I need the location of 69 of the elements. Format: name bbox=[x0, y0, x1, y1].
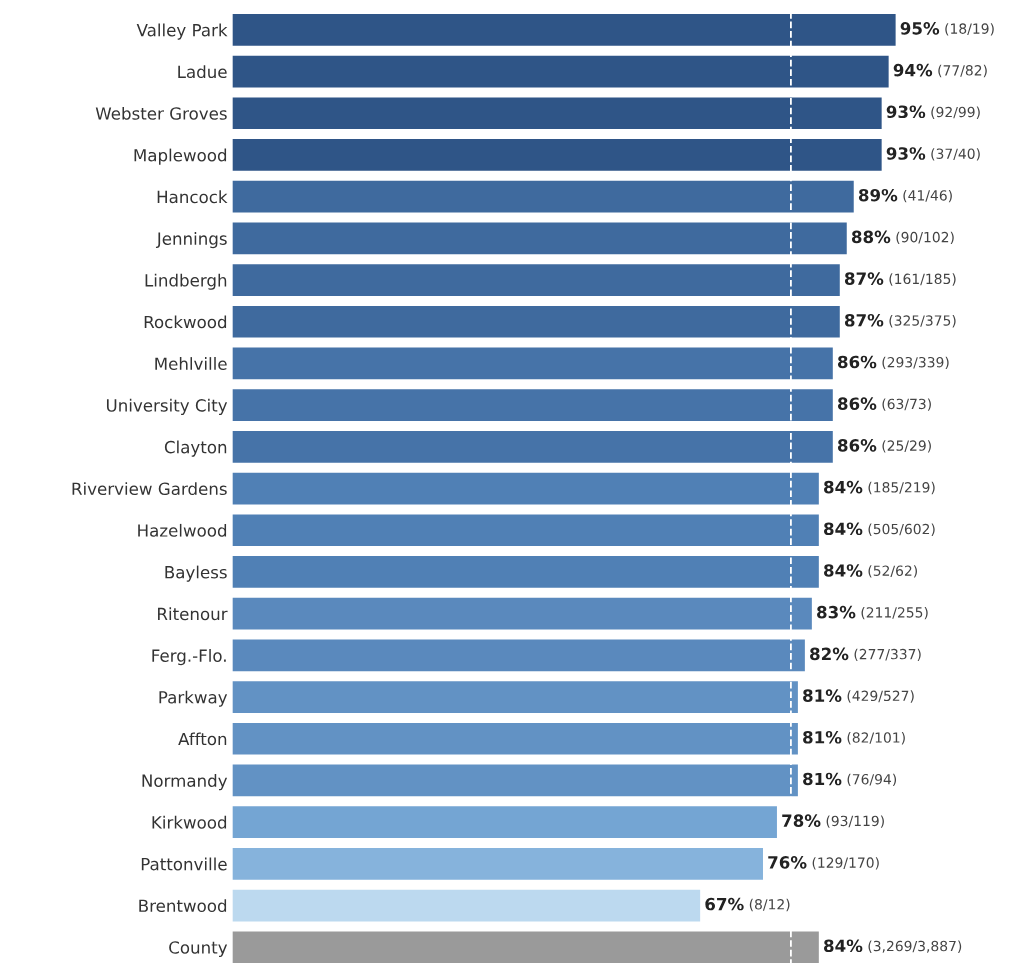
y-tick-label: Ritenour bbox=[158, 607, 228, 621]
y-tick-label: Ferg.-Flo. bbox=[152, 649, 226, 666]
y-tick-label: Webster Groves bbox=[95, 106, 227, 120]
bar bbox=[232, 472, 819, 505]
y-tick-label: Normandy bbox=[142, 774, 228, 791]
bar bbox=[232, 222, 847, 255]
data-label: 76% (129/170) bbox=[768, 856, 879, 870]
data-label: 86% (25/29) bbox=[837, 439, 931, 453]
bar bbox=[232, 597, 812, 630]
y-tick-label: Clayton bbox=[164, 440, 227, 457]
data-label: 67% (8/12) bbox=[705, 897, 790, 912]
bar bbox=[232, 180, 854, 213]
data-label: 84% (505/602) bbox=[824, 522, 935, 536]
bar bbox=[232, 722, 798, 755]
y-tick-label: Pattonville bbox=[141, 857, 227, 871]
data-label: 94% (77/82) bbox=[893, 63, 987, 78]
bar bbox=[232, 389, 833, 421]
bar bbox=[232, 514, 819, 547]
y-tick-label: Mehlville bbox=[155, 357, 227, 371]
data-label: 88% (90/102) bbox=[851, 230, 954, 245]
data-label: 84% (3,269/3,887) bbox=[824, 939, 962, 953]
y-tick-label: Rockwood bbox=[144, 315, 227, 329]
y-tick-label: Valley Park bbox=[136, 23, 228, 40]
data-label: 82% (277/337) bbox=[810, 647, 921, 661]
data-label: 81% (429/527) bbox=[803, 689, 914, 703]
bar bbox=[232, 139, 882, 171]
bar bbox=[232, 97, 882, 130]
data-label: 93% (92/99) bbox=[886, 105, 980, 119]
y-tick-label: Ladue bbox=[178, 65, 227, 79]
y-tick-label: Bayless bbox=[165, 565, 227, 582]
y-tick-label: Jennings bbox=[155, 232, 227, 249]
data-label: 87% (325/375) bbox=[844, 313, 956, 328]
data-label: 81% (76/94) bbox=[803, 772, 897, 787]
bar bbox=[232, 264, 840, 296]
data-label: 84% (185/219) bbox=[824, 480, 935, 495]
y-tick-label: Parkway bbox=[159, 690, 228, 707]
y-tick-label: Lindbergh bbox=[145, 273, 227, 290]
y-tick-label: County bbox=[169, 941, 228, 958]
y-tick-label: Riverview Gardens bbox=[72, 482, 227, 496]
bar bbox=[232, 639, 805, 672]
bar bbox=[232, 806, 777, 838]
data-label: 84% (52/62) bbox=[824, 564, 917, 578]
data-label: 86% (63/73) bbox=[837, 397, 931, 411]
bar bbox=[232, 431, 833, 463]
y-tick-label: Hazelwood bbox=[138, 523, 227, 537]
data-label: 93% (37/40) bbox=[886, 147, 980, 161]
y-tick-label: Kirkwood bbox=[152, 815, 227, 829]
y-tick-label: Brentwood bbox=[139, 899, 227, 913]
bar bbox=[232, 556, 819, 588]
data-label: 81% (82/101) bbox=[803, 730, 905, 745]
data-label: 89% (41/46) bbox=[858, 188, 952, 203]
bar bbox=[232, 889, 701, 922]
y-tick-label: University City bbox=[106, 398, 228, 415]
y-tick-label: Maplewood bbox=[134, 148, 227, 165]
y-tick-label: Affton bbox=[178, 732, 227, 746]
bar bbox=[232, 347, 833, 380]
data-label: 83% (211/255) bbox=[817, 605, 928, 620]
bar bbox=[232, 681, 798, 713]
data-label: 95% (18/19) bbox=[900, 22, 994, 36]
data-label: 87% (161/185) bbox=[844, 272, 956, 286]
data-label: 86% (293/339) bbox=[837, 355, 949, 370]
bar bbox=[232, 847, 763, 880]
bar bbox=[232, 305, 840, 338]
bar bbox=[232, 55, 889, 88]
data-label: 78% (93/119) bbox=[782, 814, 884, 828]
bar bbox=[232, 14, 896, 46]
bar bbox=[232, 931, 819, 964]
y-tick-label: Hancock bbox=[157, 190, 228, 204]
bar bbox=[232, 764, 798, 797]
